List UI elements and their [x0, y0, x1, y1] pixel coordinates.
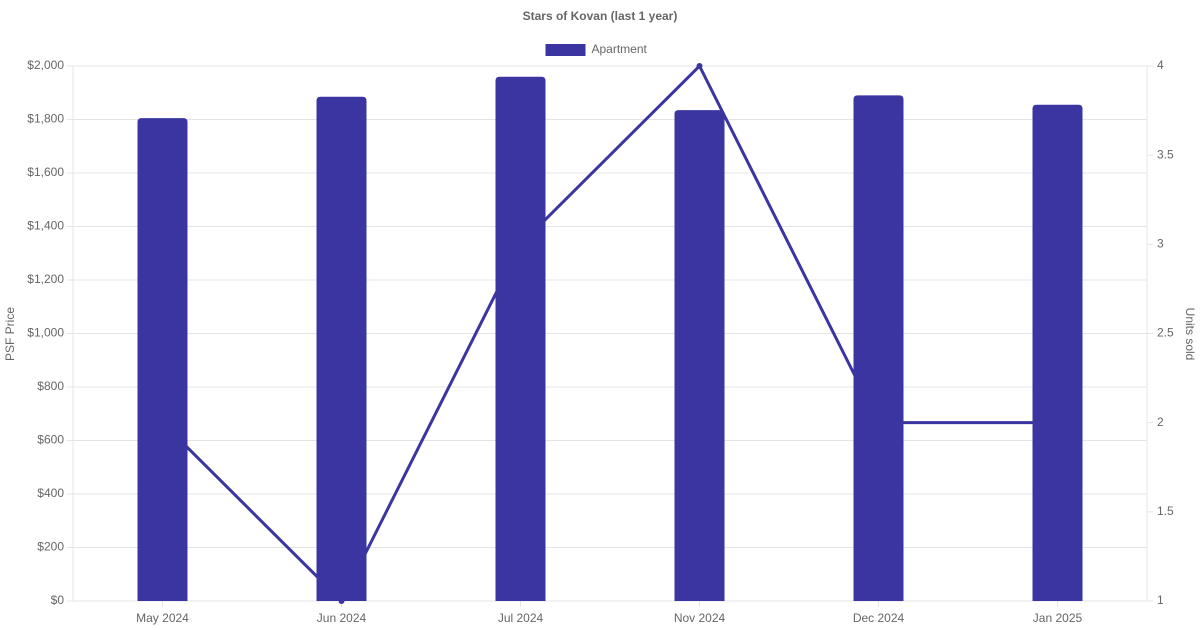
- chart-title: Stars of Kovan (last 1 year): [523, 9, 678, 23]
- y2-tick-label: 1.5: [1157, 504, 1174, 518]
- y-tick-label: $400: [37, 486, 64, 500]
- x-tick-label: Dec 2024: [853, 611, 905, 625]
- x-tick-label: Jun 2024: [317, 611, 367, 625]
- y-tick-label: $1,200: [27, 272, 64, 286]
- y-axis-title: PSF Price: [3, 307, 17, 361]
- y-tick-label: $1,800: [27, 112, 64, 126]
- y2-tick-label: 2.5: [1157, 326, 1174, 340]
- bar: [316, 96, 367, 601]
- y2-tick-label: 3.5: [1157, 147, 1174, 161]
- bar: [495, 76, 546, 601]
- line: [161, 63, 1058, 604]
- x-tick-label: Jul 2024: [498, 611, 544, 625]
- y-tick-label: $2,000: [27, 58, 64, 72]
- x-tick-label: Jan 2025: [1033, 611, 1083, 625]
- x-tick-label: May 2024: [136, 611, 189, 625]
- legend-swatch: [545, 44, 586, 56]
- x-tick-label: Nov 2024: [674, 611, 726, 625]
- y-tick-label: $1,000: [27, 326, 64, 340]
- y-tick-label: $200: [37, 540, 64, 554]
- y-tick-label: $600: [37, 433, 64, 447]
- y2-axis-title: Units sold: [1183, 308, 1197, 361]
- y2-tick-label: 4: [1157, 58, 1164, 72]
- y-tick-label: $1,400: [27, 219, 64, 233]
- y-tick-label: $1,600: [27, 165, 64, 179]
- legend-label: Apartment: [592, 42, 648, 56]
- bar: [853, 95, 904, 602]
- line-point: [696, 63, 703, 69]
- bar: [1032, 104, 1083, 601]
- y2-tick-label: 3: [1157, 237, 1164, 251]
- y-tick-label: $0: [51, 593, 65, 607]
- bar: [674, 110, 725, 601]
- y-tick-label: $800: [37, 379, 64, 393]
- bar: [137, 118, 188, 601]
- y2-tick-label: 2: [1157, 415, 1164, 429]
- y2-tick-label: 1: [1157, 593, 1164, 607]
